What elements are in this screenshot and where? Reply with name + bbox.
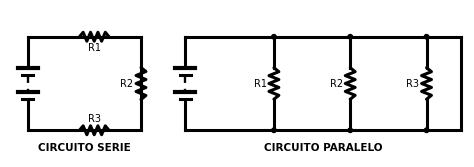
Text: CIRCUITO PARALELO: CIRCUITO PARALELO xyxy=(264,143,383,153)
Circle shape xyxy=(272,35,276,39)
Circle shape xyxy=(424,128,429,132)
Text: R2: R2 xyxy=(120,78,134,89)
Circle shape xyxy=(348,35,353,39)
Text: R1: R1 xyxy=(88,43,101,53)
Circle shape xyxy=(348,128,353,132)
Text: R2: R2 xyxy=(330,78,343,89)
Text: R3: R3 xyxy=(88,114,101,124)
Text: CIRCUITO SERIE: CIRCUITO SERIE xyxy=(38,143,131,153)
Circle shape xyxy=(272,128,276,132)
Circle shape xyxy=(424,35,429,39)
Text: R3: R3 xyxy=(406,78,419,89)
Text: R1: R1 xyxy=(254,78,266,89)
